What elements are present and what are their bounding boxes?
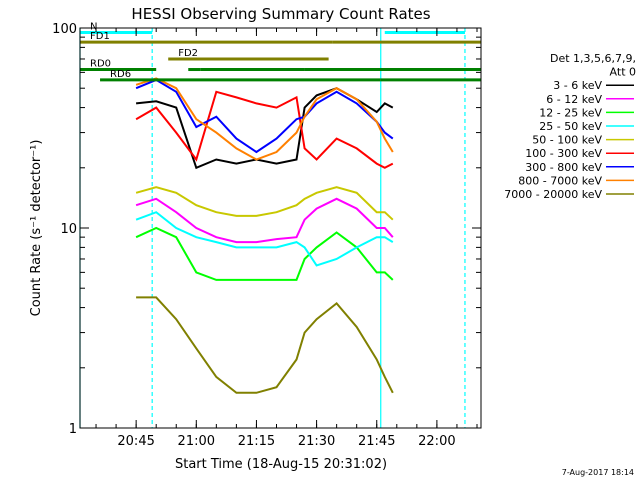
y-tick-label: 100 <box>52 22 77 37</box>
legend-label: 6 - 12 keV <box>546 93 602 106</box>
legend-label: 100 - 300 keV <box>525 147 602 160</box>
x-tick-label: 20:45 <box>117 434 154 449</box>
legend-label: 7000 - 20000 keV <box>504 188 602 201</box>
y-axis-label: Count Rate (s⁻¹ detector⁻¹) <box>29 140 44 317</box>
series-line-2 <box>135 226 394 281</box>
state-bar-label: N <box>90 21 97 32</box>
y-tick-label: 1 <box>69 422 77 437</box>
legend-label: 12 - 25 keV <box>539 106 602 119</box>
series-line-4 <box>135 186 394 221</box>
legend-label: 25 - 50 keV <box>539 120 602 133</box>
state-bar-label: RD0 <box>90 59 111 70</box>
x-axis-label: Start Time (18-Aug-15 20:31:02) <box>175 457 387 472</box>
y-tick-label: 10 <box>60 222 77 237</box>
legend-label: 3 - 6 keV <box>553 79 602 92</box>
series-line-0 <box>135 87 394 170</box>
axes: 20:45 21:00 21:15 21:30 21:45 22:00 1 10 100 <box>52 22 482 449</box>
state-bar-label: FD2 <box>178 48 198 59</box>
series-line-7 <box>135 77 394 161</box>
x-tick-label: 21:15 <box>238 434 275 449</box>
series-line-8 <box>136 296 394 394</box>
plot-frame <box>79 27 482 429</box>
state-bar-label: RD6 <box>110 69 131 80</box>
chart-title: HESSI Observing Summary Count Rates <box>131 5 430 23</box>
legend-label: 300 - 800 keV <box>525 161 602 174</box>
x-tick-label: 21:45 <box>358 434 395 449</box>
legend-label: 50 - 100 keV <box>532 134 602 147</box>
legend-header: Att 0 <box>610 66 636 79</box>
state-bar-label: FD1 <box>90 31 110 42</box>
x-tick-label: 22:00 <box>418 434 455 449</box>
series-line-1 <box>135 197 394 244</box>
legend-header: Det 1,3,5,6,7,9, <box>550 52 636 65</box>
x-tick-label: 21:00 <box>178 434 215 449</box>
series-line-5 <box>135 90 394 169</box>
series-line-3 <box>135 211 394 267</box>
footer-timestamp: 7-Aug-2017 18:14 <box>562 468 634 477</box>
legend-label: 800 - 7000 keV <box>518 174 602 187</box>
x-tick-label: 21:30 <box>298 434 335 449</box>
series-line-6 <box>135 78 394 154</box>
